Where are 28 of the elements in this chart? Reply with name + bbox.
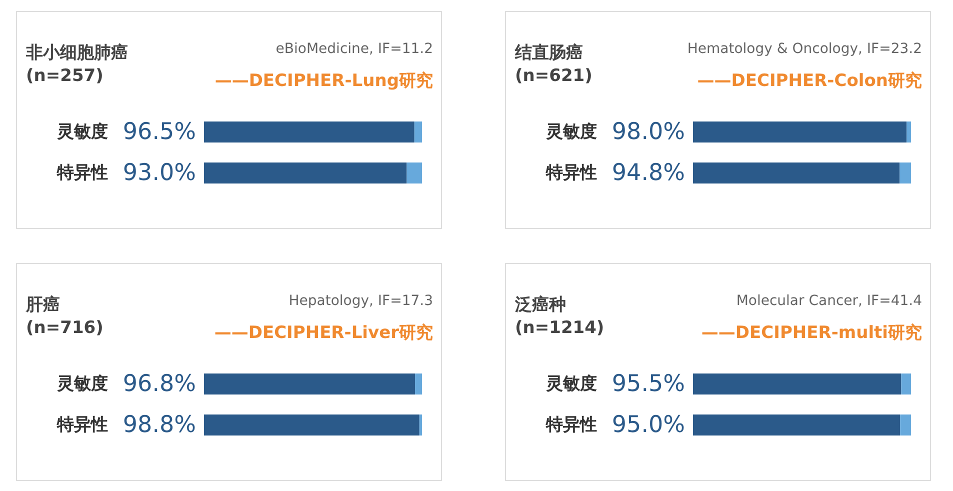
text: ——DECIPHER-Lung研究 — [214, 71, 433, 91]
data-label: 94.8% — [612, 160, 685, 186]
category-label: 灵敏度 — [546, 374, 597, 394]
text: eBioMedicine, IF=11.2 — [276, 41, 433, 57]
text: 结直肠癌 (n=621) — [514, 43, 592, 86]
text: 肝癌 (n=716) — [25, 295, 104, 338]
text: Hepatology, IF=17.3 — [288, 293, 433, 309]
data-label: 96.5% — [122, 119, 196, 145]
data-label: 96.8% — [122, 371, 196, 397]
category-label: 灵敏度 — [57, 122, 108, 142]
text: Molecular Cancer, IF=41.4 — [736, 293, 922, 309]
data-label: 95.5% — [612, 371, 685, 397]
text: ——DECIPHER-multi研究 — [701, 323, 922, 343]
text: ——DECIPHER-Colon研究 — [697, 71, 922, 91]
data-label: 98.8% — [122, 412, 196, 438]
category-label: 特异性 — [57, 415, 108, 435]
chart-title: 泛癌种 (n=1214) — [514, 295, 604, 338]
data-label: 95.0% — [612, 412, 685, 438]
category-label: 特异性 — [546, 163, 597, 183]
text: ——DECIPHER-Liver研究 — [214, 323, 433, 343]
category-label: 特异性 — [57, 163, 108, 183]
category-label: 特异性 — [546, 415, 597, 435]
data-label: 93.0% — [122, 160, 196, 186]
category-label: 灵敏度 — [546, 122, 597, 142]
chart-title: 非小细胞肺癌 (n=257) — [25, 43, 128, 86]
category-label: 灵敏度 — [57, 374, 108, 394]
text: Hematology & Oncology, IF=23.2 — [687, 41, 922, 57]
data-label: 98.0% — [612, 119, 685, 145]
